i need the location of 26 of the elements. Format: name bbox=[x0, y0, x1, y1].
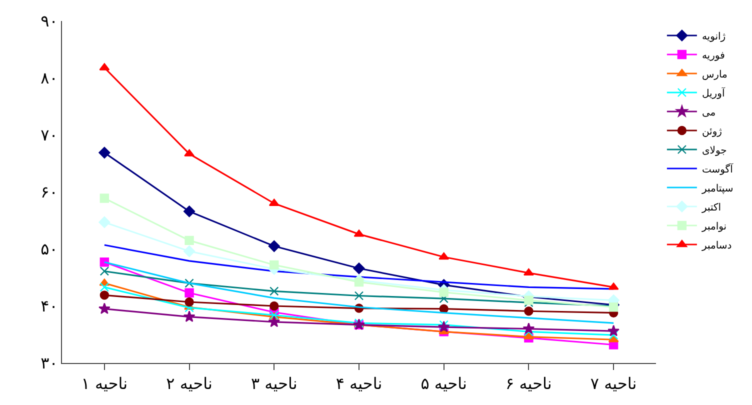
legend-label: فوریه bbox=[702, 50, 726, 62]
legend-label: دسامبر bbox=[700, 240, 732, 252]
y-tick-label: ۸۰ bbox=[40, 68, 58, 88]
x-tick-label: ناحیه ۱ bbox=[81, 374, 128, 394]
y-tick-label: ۳۰ bbox=[40, 354, 58, 373]
legend-label: آوریل bbox=[702, 86, 726, 100]
y-tick-label: ۵۰ bbox=[40, 240, 58, 259]
x-tick-label: ناحیه ۷ bbox=[590, 374, 637, 394]
legend-label: می bbox=[702, 107, 716, 118]
x-tick-label: ناحیه ۳ bbox=[250, 374, 298, 394]
y-tick-label: ۹۰ bbox=[40, 12, 58, 31]
y-tick-label: ۴۰ bbox=[40, 296, 58, 316]
legend-label: ژانویه bbox=[702, 31, 726, 42]
legend-label: جولای bbox=[702, 145, 727, 156]
y-tick-label: ۶۰ bbox=[40, 182, 58, 202]
legend-label: ژوئن bbox=[702, 126, 722, 138]
legend-label: اکتبر bbox=[700, 202, 722, 214]
x-tick-label: ناحیه ۴ bbox=[336, 374, 382, 394]
y-tick-label: ۷۰ bbox=[40, 126, 58, 145]
x-tick-label: ناحیه ۲ bbox=[166, 374, 212, 394]
x-tick-label: ناحیه ۶ bbox=[506, 374, 552, 394]
x-tick-label: ناحیه ۵ bbox=[420, 374, 468, 394]
legend-label: آگوست bbox=[702, 162, 734, 176]
legend-label: مارس bbox=[702, 69, 728, 80]
legend-label: نوامبر bbox=[700, 221, 727, 232]
legend-label: سپتامبر bbox=[700, 183, 734, 194]
